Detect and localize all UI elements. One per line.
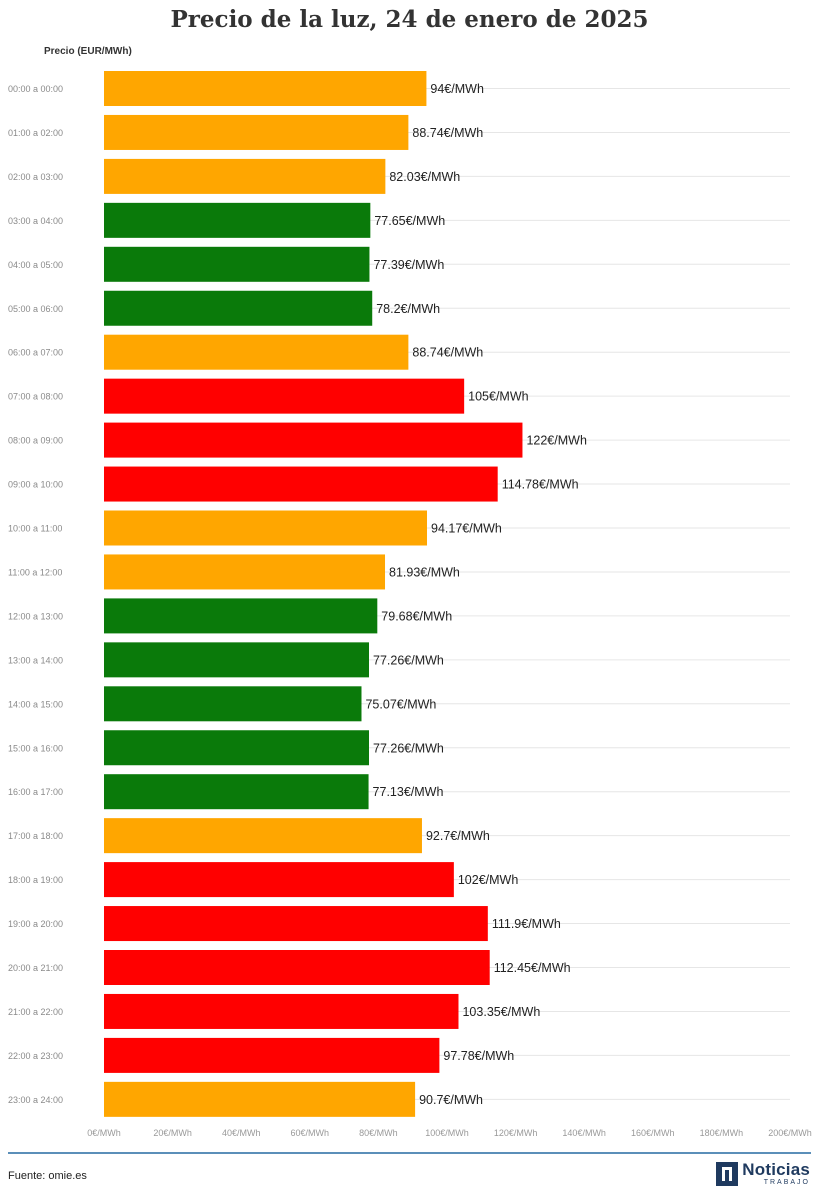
bar (104, 422, 523, 458)
x-tick-label: 180€/MWh (700, 1128, 744, 1138)
bar (104, 730, 370, 766)
data-label: 77.26€/MWh (373, 653, 444, 667)
bar (104, 906, 488, 942)
category-label: 00:00 a 00:00 (8, 84, 63, 94)
category-label: 23:00 a 24:00 (8, 1095, 63, 1105)
noticias-trabajo-logo[interactable]: Noticias TRABAJO (716, 1161, 810, 1186)
category-label: 02:00 a 03:00 (8, 172, 63, 182)
bar (104, 246, 370, 282)
category-label: 01:00 a 02:00 (8, 128, 63, 138)
category-label: 08:00 a 09:00 (8, 436, 63, 446)
category-label: 13:00 a 14:00 (8, 655, 63, 665)
category-label: 05:00 a 06:00 (8, 304, 63, 314)
data-label: 102€/MWh (458, 873, 518, 887)
x-tick-label: 160€/MWh (631, 1128, 675, 1138)
category-label: 10:00 a 11:00 (8, 524, 62, 534)
chart-title: Precio de la luz, 24 de enero de 2025 (170, 6, 649, 33)
category-label: 14:00 a 15:00 (8, 699, 63, 709)
data-label: 82.03€/MWh (389, 170, 460, 184)
x-tick-label: 0€/MWh (87, 1128, 121, 1138)
bar (104, 114, 409, 150)
category-label: 12:00 a 13:00 (8, 611, 63, 621)
data-label: 114.78€/MWh (502, 478, 579, 492)
category-label: 03:00 a 04:00 (8, 216, 63, 226)
y-axis-title: Precio (EUR/MWh) (44, 46, 132, 57)
bar (104, 642, 370, 678)
bar (104, 686, 362, 722)
bar (104, 202, 371, 238)
bar (104, 158, 386, 194)
footer-divider (8, 1152, 811, 1154)
category-label: 20:00 a 21:00 (8, 963, 63, 973)
logo-wordmark: Noticias (742, 1160, 810, 1179)
data-label: 103.35€/MWh (462, 1005, 540, 1019)
data-label: 79.68€/MWh (381, 609, 452, 623)
category-label: 15:00 a 16:00 (8, 743, 63, 753)
category-label: 19:00 a 20:00 (8, 919, 63, 929)
x-tick-label: 100€/MWh (425, 1128, 469, 1138)
data-label: 97.78€/MWh (443, 1049, 514, 1063)
bar (104, 993, 459, 1029)
bar (104, 950, 490, 985)
data-label: 77.39€/MWh (373, 258, 444, 272)
category-label: 18:00 a 19:00 (8, 875, 63, 885)
data-label: 77.26€/MWh (373, 741, 444, 755)
x-tick-label: 40€/MWh (222, 1128, 261, 1138)
bar (104, 334, 409, 370)
data-label: 88.74€/MWh (412, 346, 483, 360)
x-tick-label: 60€/MWh (291, 1128, 330, 1138)
data-label: 78.2€/MWh (376, 302, 440, 316)
category-label: 22:00 a 23:00 (8, 1051, 63, 1061)
bar (104, 378, 465, 414)
n-square-logo-icon (716, 1161, 739, 1186)
logo-subtitle: TRABAJO (763, 1179, 810, 1186)
data-label: 81.93€/MWh (389, 565, 460, 579)
bar (104, 598, 378, 634)
data-label: 88.74€/MWh (412, 126, 483, 140)
data-label: 111.9€/MWh (492, 917, 561, 931)
bar (104, 554, 386, 590)
bar (104, 510, 428, 546)
category-label: 09:00 a 10:00 (8, 480, 63, 490)
bar (104, 290, 373, 326)
bar (104, 1081, 416, 1117)
category-label: 11:00 a 12:00 (8, 567, 62, 577)
source-note: Fuente: omie.es (8, 1170, 87, 1182)
category-label: 16:00 a 17:00 (8, 787, 63, 797)
x-tick-label: 80€/MWh (359, 1128, 398, 1138)
data-label: 77.13€/MWh (373, 785, 444, 799)
data-label: 94€/MWh (430, 82, 484, 96)
x-tick-label: 20€/MWh (153, 1128, 192, 1138)
x-tick-label: 200€/MWh (768, 1128, 812, 1138)
x-tick-label: 140€/MWh (562, 1128, 606, 1138)
bar (104, 466, 498, 502)
category-label: 07:00 a 08:00 (8, 392, 63, 402)
x-tick-label: 120€/MWh (494, 1128, 538, 1138)
bar (104, 71, 427, 106)
bar (104, 1037, 440, 1073)
category-label: 06:00 a 07:00 (8, 348, 63, 358)
data-label: 90.7€/MWh (419, 1093, 483, 1107)
category-label: 21:00 a 22:00 (8, 1007, 63, 1017)
data-label: 105€/MWh (468, 390, 528, 404)
bar (104, 774, 369, 810)
data-label: 112.45€/MWh (494, 961, 571, 975)
data-label: 122€/MWh (526, 434, 586, 448)
data-label: 75.07€/MWh (365, 697, 436, 711)
category-label: 17:00 a 18:00 (8, 831, 63, 841)
category-label: 04:00 a 05:00 (8, 260, 63, 270)
data-label: 92.7€/MWh (426, 829, 490, 843)
data-label: 94.17€/MWh (431, 522, 502, 536)
bar (104, 818, 422, 854)
bar (104, 862, 454, 898)
data-label: 77.65€/MWh (374, 214, 445, 228)
bar-chart: 0€/MWh 20€/MWh 40€/MWh 60€/MWh 80€/MWh 100€/M… (8, 71, 812, 1138)
